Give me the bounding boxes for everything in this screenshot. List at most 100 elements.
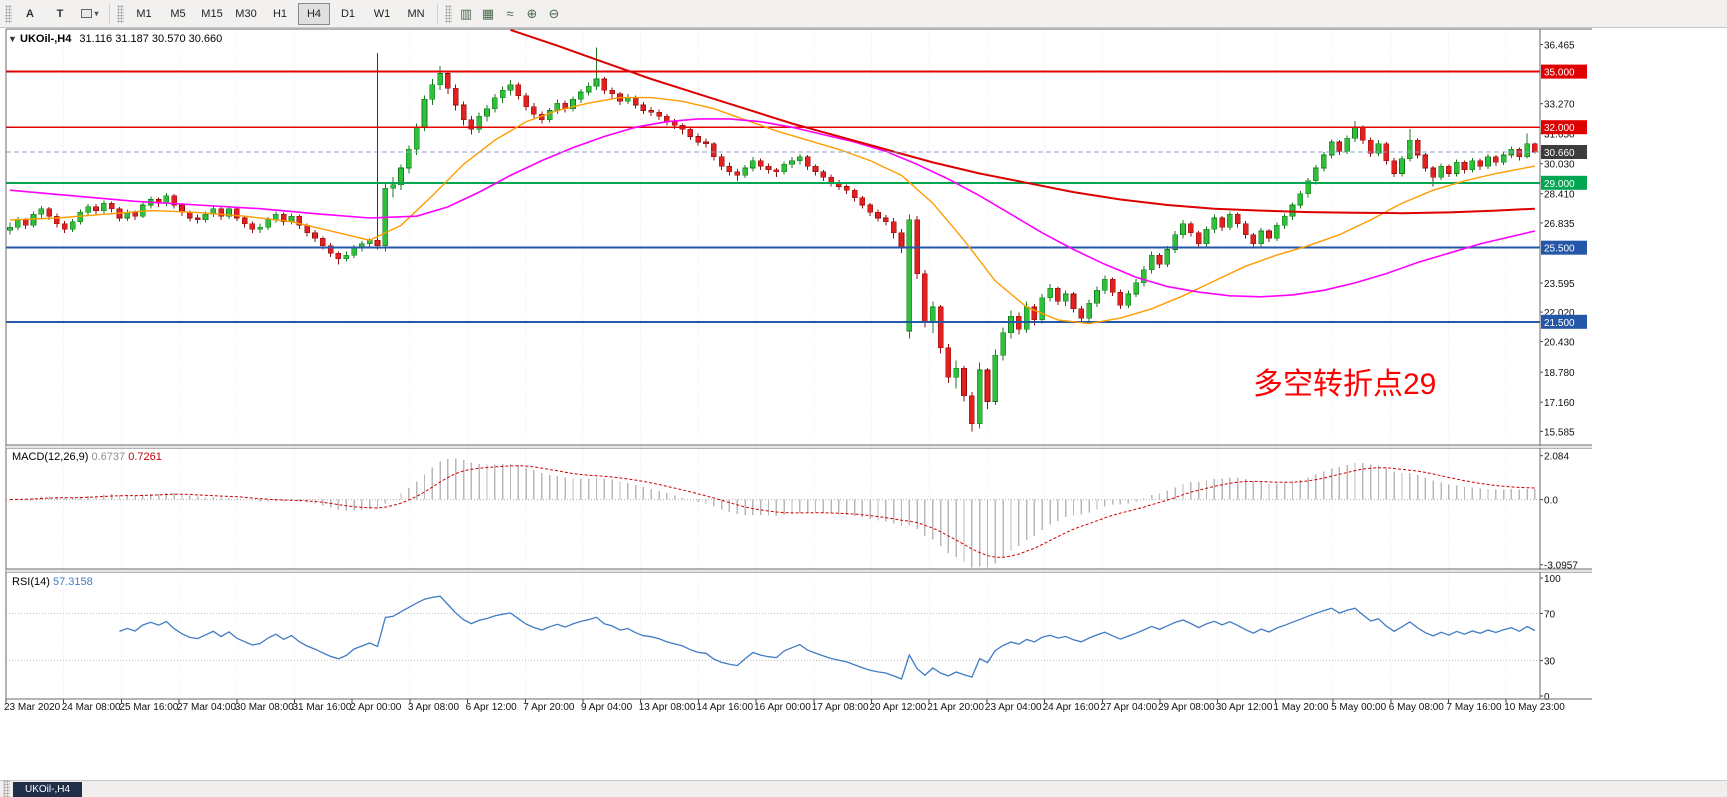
rsi-label: RSI(14) 57.3158 (12, 576, 93, 588)
timeframe-button-m30[interactable]: M30 (235, 7, 257, 20)
toolbar-separator (109, 3, 110, 24)
support-resistance-lines[interactable] (6, 70, 1540, 323)
svg-text:70: 70 (1544, 609, 1556, 620)
svg-text:6 May 08:00: 6 May 08:00 (1389, 702, 1444, 713)
price-axis[interactable]: 36.465 33.270 31.650 30.030 28.410 26.835 23.5… (1540, 41, 1587, 439)
svg-text:1 May 20:00: 1 May 20:00 (1273, 702, 1328, 713)
svg-text:27 Mar 04:00: 27 Mar 04:00 (177, 702, 236, 713)
macd-signal-line (9, 465, 1535, 558)
chart-tools-drag-handle[interactable] (445, 4, 452, 23)
svg-text:-3.0957: -3.0957 (1544, 561, 1578, 572)
svg-text:15.585: 15.585 (1544, 427, 1575, 438)
svg-text:31 Mar 16:00: 31 Mar 16:00 (293, 702, 352, 713)
svg-text:24 Apr 16:00: 24 Apr 16:00 (1043, 702, 1100, 713)
svg-text:2.084: 2.084 (1544, 452, 1569, 463)
svg-text:23 Apr 04:00: 23 Apr 04:00 (985, 702, 1042, 713)
chevron-down-icon: ▾ (94, 9, 99, 18)
annotation-text[interactable]: 多空转折点29 (1253, 368, 1436, 401)
svg-text:25 Mar 16:00: 25 Mar 16:00 (119, 702, 178, 713)
svg-text:7 Apr 20:00: 7 Apr 20:00 (523, 702, 575, 713)
svg-text:29 Apr 08:00: 29 Apr 08:00 (1158, 702, 1215, 713)
timeframe-button-m15[interactable]: M15 (201, 7, 223, 20)
line-chart-icon[interactable]: ≈ (506, 6, 514, 21)
svg-text:21.500: 21.500 (1544, 318, 1575, 329)
svg-text:22.020: 22.020 (1544, 308, 1575, 319)
svg-text:33.270: 33.270 (1544, 100, 1575, 111)
chart-tab-ukoil[interactable]: UKOil-,H4 (13, 781, 83, 797)
svg-text:25.500: 25.500 (1544, 244, 1575, 255)
timeframe-button-w1[interactable]: W1 (373, 7, 391, 20)
svg-text:30 Mar 08:00: 30 Mar 08:00 (235, 702, 294, 713)
svg-text:24 Mar 08:00: 24 Mar 08:00 (62, 702, 121, 713)
moving-averages (9, 28, 1536, 325)
svg-text:36.465: 36.465 (1544, 41, 1575, 52)
timeframe-button-m5[interactable]: M5 (170, 7, 186, 20)
timeframe-button-h4[interactable]: H4 (298, 2, 330, 25)
zoom-in-icon[interactable]: ⊕ (526, 5, 538, 21)
svg-text:0: 0 (1544, 692, 1550, 703)
svg-text:100: 100 (1544, 574, 1561, 585)
svg-text:23.595: 23.595 (1544, 279, 1575, 290)
svg-text:30: 30 (1544, 657, 1556, 668)
zoom-out-icon[interactable]: ⊖ (548, 5, 560, 21)
svg-text:27 Apr 04:00: 27 Apr 04:00 (1100, 702, 1157, 713)
chart-background (0, 28, 1727, 718)
candles-layer (7, 47, 1538, 432)
toolbar-separator (437, 3, 438, 24)
pane-splitter-macd[interactable] (6, 446, 1592, 448)
svg-text:31.650: 31.650 (1544, 130, 1575, 141)
macd-label: MACD(12,26,9) 0.6737 0.7261 (12, 451, 162, 463)
svg-text:6 Apr 12:00: 6 Apr 12:00 (466, 702, 518, 713)
svg-text:20.430: 20.430 (1544, 338, 1575, 349)
shapes-tool-dropdown[interactable]: ▾ (76, 3, 104, 25)
svg-text:13 Apr 08:00: 13 Apr 08:00 (639, 702, 696, 713)
svg-text:29.000: 29.000 (1544, 179, 1575, 190)
text-tool-icon[interactable]: A (26, 7, 34, 20)
svg-text:9 Apr 04:00: 9 Apr 04:00 (581, 702, 633, 713)
svg-text:30.660: 30.660 (1544, 148, 1575, 159)
timeframe-button-d1[interactable]: D1 (340, 7, 356, 20)
rsi-line (119, 595, 1536, 680)
svg-text:2 Apr 00:00: 2 Apr 00:00 (350, 702, 402, 713)
svg-text:3 Apr 08:00: 3 Apr 08:00 (408, 702, 460, 713)
svg-text:23 Mar 2020: 23 Mar 2020 (4, 702, 61, 713)
label-tool-icon[interactable]: T (56, 7, 64, 20)
rsi-level-lines (6, 612, 1540, 662)
timeframe-toolbar: M1 M5 M15 M30 H1 H4 D1 W1 MN (127, 2, 433, 25)
svg-text:17.160: 17.160 (1544, 398, 1575, 409)
toolbar-drag-handle[interactable] (5, 4, 12, 23)
timeframe-button-mn[interactable]: MN (407, 7, 425, 20)
svg-text:35.000: 35.000 (1544, 68, 1575, 79)
svg-text:21 Apr 20:00: 21 Apr 20:00 (927, 702, 984, 713)
svg-text:18.780: 18.780 (1544, 368, 1575, 379)
chart-window[interactable]: 多空转折点29 ▼ UKOil-,H4 31.116 31.187 30.570 30… (0, 28, 1727, 718)
svg-text:28.410: 28.410 (1544, 190, 1575, 201)
timeframe-button-m1[interactable]: M1 (136, 7, 152, 20)
svg-text:26.835: 26.835 (1544, 219, 1575, 230)
svg-text:17 Apr 08:00: 17 Apr 08:00 (812, 702, 869, 713)
svg-text:20 Apr 12:00: 20 Apr 12:00 (870, 702, 927, 713)
svg-text:32.000: 32.000 (1544, 123, 1575, 134)
svg-text:7 May 16:00: 7 May 16:00 (1447, 702, 1502, 713)
chart-tools-toolbar: ▥ ▦ ≈ ⊕ ⊖ (455, 4, 565, 24)
chart-collapse-icon[interactable]: ▼ (8, 34, 17, 44)
svg-text:30.030: 30.030 (1544, 160, 1575, 171)
chart-tab-bar: UKOil-,H4 (0, 780, 1727, 797)
svg-text:16 Apr 00:00: 16 Apr 00:00 (754, 702, 811, 713)
svg-text:14 Apr 16:00: 14 Apr 16:00 (696, 702, 753, 713)
timeframes-drag-handle[interactable] (117, 4, 124, 23)
macd-histogram (17, 458, 1536, 568)
svg-text:30 Apr 12:00: 30 Apr 12:00 (1216, 702, 1273, 713)
pane-splitter-rsi[interactable] (6, 570, 1592, 572)
top-toolbar: A T ▾ M1 M5 M15 M30 H1 H4 D1 W1 MN ▥ ▦ ≈ ⊕ ⊖ (0, 0, 1727, 28)
timeframe-button-h1[interactable]: H1 (272, 7, 288, 20)
chart-svg: 多空转折点29 ▼ UKOil-,H4 31.116 31.187 30.570 30… (0, 28, 1727, 718)
tabbar-drag-handle[interactable] (3, 780, 10, 797)
svg-text:10 May 23:00: 10 May 23:00 (1504, 702, 1565, 713)
bar-chart-icon[interactable]: ▥ (459, 5, 473, 21)
svg-text:0.0: 0.0 (1544, 496, 1558, 507)
candlestick-chart-icon[interactable]: ▦ (481, 5, 495, 21)
chart-title: UKOil-,H4 31.116 31.187 30.570 30.660 (20, 33, 222, 45)
